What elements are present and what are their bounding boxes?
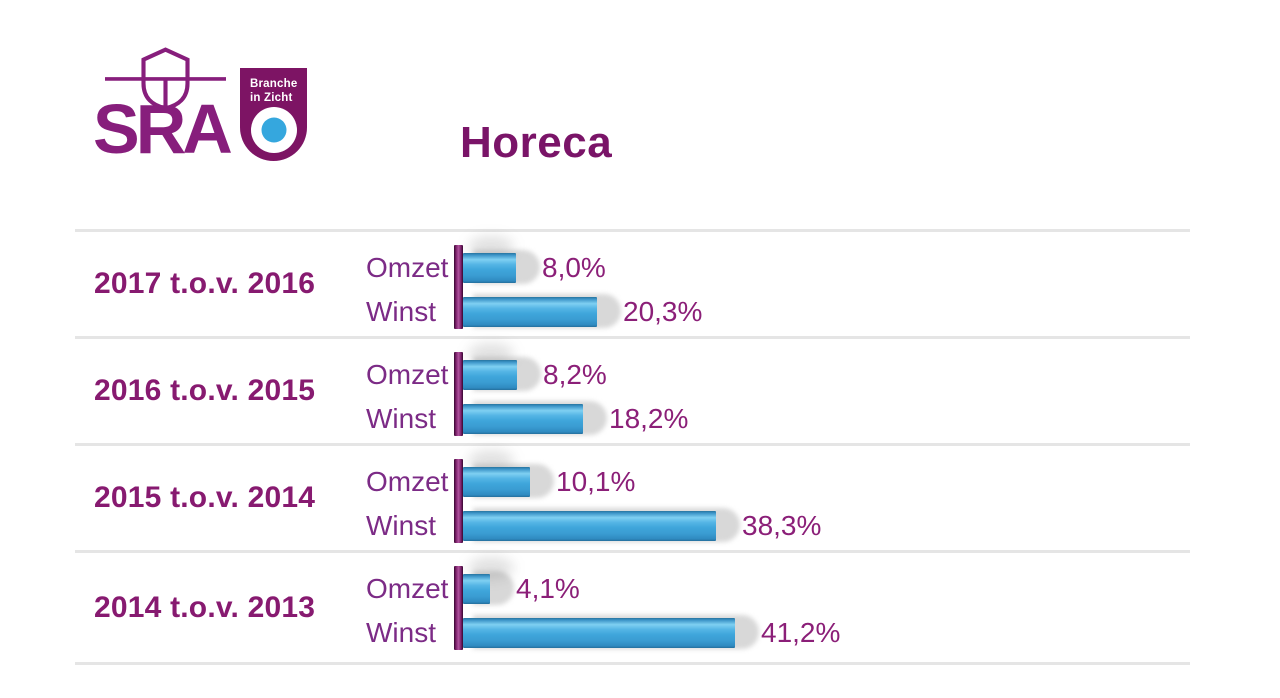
bar-line-omzet: Omzet 8,0% (366, 250, 1190, 284)
chart-group-row: 2015 t.o.v. 2014 Omzet 10,1% Winst (75, 443, 1190, 550)
series-label-omzet: Omzet (366, 466, 449, 497)
sra-logo-word: SRA (93, 90, 233, 168)
axis-baseline (454, 245, 463, 329)
bar-line-omzet: Omzet 10,1% (366, 464, 1190, 498)
series-label-omzet: Omzet (366, 359, 449, 390)
omzet-bar (463, 253, 516, 283)
bar-wrap (463, 571, 514, 605)
winst-value-label: 38,3% (742, 510, 822, 541)
bar-line-winst: Winst 18,2% (366, 401, 1190, 435)
series-label-winst: Winst (366, 403, 436, 434)
badge-text-line2: in Zicht (250, 91, 293, 104)
omzet-bar (463, 467, 530, 497)
badge-text-line1: Branche (250, 78, 298, 90)
omzet-bar (463, 574, 490, 604)
chart-group-row: 2016 t.o.v. 2015 Omzet 8,2% Winst (75, 336, 1190, 443)
omzet-value-label: 8,0% (542, 252, 606, 283)
page-title: Horeca (460, 118, 613, 167)
bar-chart: 2017 t.o.v. 2016 Omzet 8,0% Winst (75, 229, 1190, 665)
sra-logo: SRA Branche in Zicht (93, 38, 323, 183)
sra-shield-icon (105, 47, 226, 111)
chart-group-row: 2014 t.o.v. 2013 Omzet 4,1% Winst (75, 550, 1190, 662)
omzet-bar (463, 360, 517, 390)
bar-wrap (463, 250, 540, 284)
winst-bar (463, 511, 716, 541)
group-bars: Omzet 10,1% Winst 38,3% (366, 446, 1190, 550)
series-label-winst: Winst (366, 296, 436, 327)
branche-in-zicht-badge: Branche in Zicht (240, 68, 307, 161)
group-bars: Omzet 8,2% Winst 18,2% (366, 339, 1190, 443)
bar-line-omzet: Omzet 4,1% (366, 571, 1190, 605)
winst-value-label: 20,3% (623, 296, 703, 327)
series-label-winst: Winst (366, 510, 436, 541)
bar-line-winst: Winst 20,3% (366, 294, 1190, 328)
badge-text: Branche in Zicht (240, 68, 307, 105)
winst-bar (463, 404, 583, 434)
bar-line-omzet: Omzet 8,2% (366, 357, 1190, 391)
axis-baseline (454, 459, 463, 543)
bullseye-dot-icon (250, 107, 297, 153)
axis-baseline (454, 566, 463, 650)
bar-wrap (463, 615, 759, 649)
bar-wrap (463, 294, 621, 328)
bar-wrap (463, 464, 554, 498)
winst-bar (463, 618, 735, 648)
axis-baseline (454, 352, 463, 436)
group-category-label: 2014 t.o.v. 2013 (94, 590, 316, 624)
series-label-winst: Winst (366, 617, 436, 648)
chart-group-row: 2017 t.o.v. 2016 Omzet 8,0% Winst (75, 229, 1190, 336)
omzet-value-label: 4,1% (516, 573, 580, 604)
bar-wrap (463, 357, 541, 391)
winst-bar (463, 297, 597, 327)
bar-line-winst: Winst 38,3% (366, 508, 1190, 542)
winst-value-label: 41,2% (761, 617, 841, 648)
winst-value-label: 18,2% (609, 403, 689, 434)
series-label-omzet: Omzet (366, 252, 449, 283)
group-category-label: 2016 t.o.v. 2015 (94, 374, 316, 407)
bar-wrap (463, 401, 607, 435)
omzet-value-label: 8,2% (543, 359, 607, 390)
group-bars: Omzet 4,1% Winst 41,2% (366, 553, 1190, 662)
omzet-value-label: 10,1% (556, 466, 636, 497)
bar-line-winst: Winst 41,2% (366, 615, 1190, 649)
group-bars: Omzet 8,0% Winst 20,3% (366, 232, 1190, 336)
series-label-omzet: Omzet (366, 573, 449, 604)
group-category-label: 2015 t.o.v. 2014 (94, 481, 316, 514)
group-category-label: 2017 t.o.v. 2016 (94, 267, 316, 300)
bar-wrap (463, 508, 740, 542)
